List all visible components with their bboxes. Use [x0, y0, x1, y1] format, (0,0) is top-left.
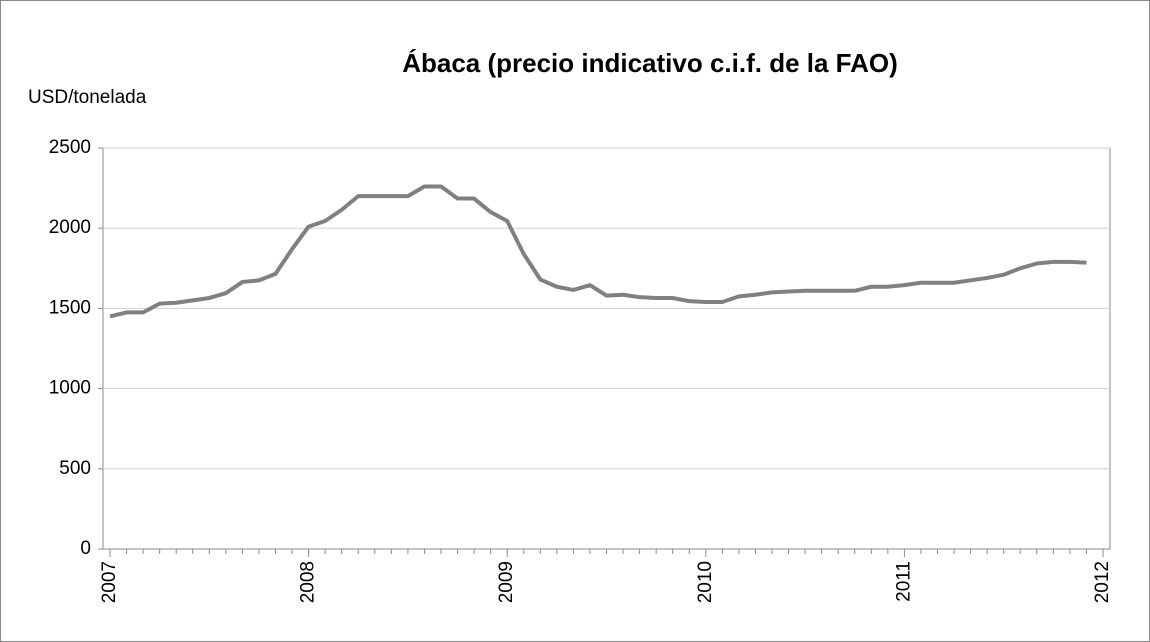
y-tick-label: 2500 — [49, 137, 91, 158]
x-tick-label: 2009 — [496, 561, 517, 603]
y-axis-label: USD/tonelada — [28, 87, 147, 108]
x-tick-label: 2012 — [1092, 561, 1113, 603]
x-tick-label: 2007 — [99, 561, 120, 603]
x-tick-label: 2011 — [893, 561, 914, 602]
chart-title: Ábaca (precio indicativo c.i.f. de la FA… — [402, 48, 898, 78]
x-tick-label: 2008 — [298, 561, 319, 603]
y-tick-label: 2000 — [49, 217, 91, 238]
y-tick-label: 0 — [80, 538, 91, 559]
y-tick-label: 500 — [59, 458, 91, 479]
x-tick-label: 2010 — [695, 561, 716, 603]
y-tick-label: 1000 — [49, 378, 91, 399]
data-line — [109, 184, 1087, 319]
y-tick-label: 1500 — [49, 297, 91, 318]
